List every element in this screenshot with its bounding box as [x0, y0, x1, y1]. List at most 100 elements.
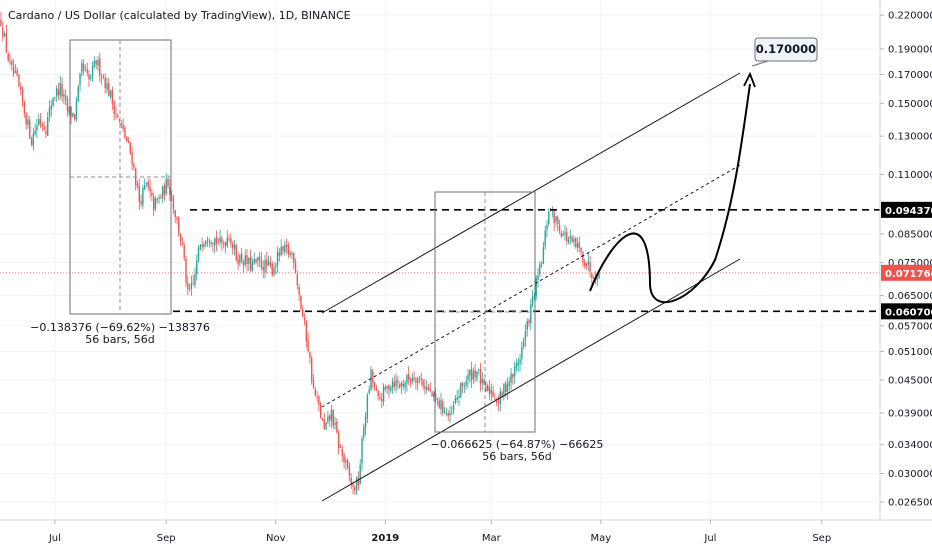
candle-body	[14, 71, 17, 73]
candle-body	[294, 262, 297, 273]
candle-body	[575, 237, 577, 248]
candle-body	[323, 419, 325, 430]
candle-body	[416, 377, 419, 384]
candle-body	[45, 130, 47, 135]
candle-body	[357, 477, 360, 486]
candle-body	[244, 255, 246, 265]
candle-body	[336, 421, 338, 433]
candle-body	[449, 413, 451, 416]
candle-body	[337, 432, 340, 449]
candle-body	[113, 101, 115, 114]
candle-body	[406, 374, 408, 384]
candle-body	[9, 61, 11, 63]
candle-body	[221, 238, 223, 243]
candle-body	[382, 386, 385, 402]
candle-body	[372, 371, 374, 383]
candle-body	[267, 261, 270, 266]
candle-body	[90, 76, 92, 79]
candle-body	[117, 115, 119, 118]
candle-body	[63, 94, 65, 97]
candle-body	[280, 246, 282, 256]
candle-body	[140, 200, 142, 204]
candle-body	[321, 418, 324, 421]
candle-body	[165, 179, 167, 194]
candle-body	[591, 273, 593, 279]
candle-body	[481, 378, 484, 383]
candle-body	[553, 209, 555, 223]
candle-body	[558, 225, 561, 232]
time-tick-label: Jul	[703, 533, 716, 544]
candle-body	[585, 263, 588, 267]
candle-body	[11, 61, 13, 66]
time-axis[interactable]: Jul Sep Nov 2019 Mar May Jul Sep	[0, 519, 932, 544]
candle-body	[319, 403, 322, 418]
candle-body	[465, 381, 467, 386]
candle-body	[257, 256, 259, 261]
candle-body	[50, 105, 52, 109]
candle-body	[210, 242, 212, 244]
candle-body	[240, 253, 243, 262]
candle-body	[433, 392, 435, 397]
candle-body	[460, 382, 462, 397]
candle-body	[345, 460, 347, 463]
candle-body	[454, 398, 457, 404]
candle-body	[133, 163, 135, 168]
candle-body	[54, 97, 56, 98]
candle-body	[151, 192, 153, 196]
candle-body	[548, 211, 550, 225]
candle-body	[472, 371, 475, 380]
candle-body	[5, 32, 8, 53]
candle-body	[366, 394, 369, 419]
candle-body	[431, 392, 433, 397]
candle-body	[429, 388, 431, 391]
candle-body	[126, 136, 128, 142]
grid	[0, 0, 880, 520]
candle-body	[343, 454, 345, 462]
time-tick-label: 2019	[371, 533, 399, 544]
candle-body	[370, 369, 372, 391]
candle-body	[264, 260, 266, 272]
candle-body	[494, 398, 496, 400]
candle-body	[246, 255, 248, 264]
candle-body	[16, 70, 18, 76]
candle-body	[404, 383, 406, 388]
candle-body	[167, 178, 169, 187]
candle-body	[325, 422, 327, 430]
candle-body	[147, 181, 149, 188]
candle-body	[228, 238, 230, 240]
candle-body	[287, 245, 290, 255]
candle-body	[36, 125, 38, 131]
candle-body	[201, 244, 203, 247]
candle-body	[458, 396, 460, 399]
candle-body	[461, 383, 464, 386]
candle-body	[492, 391, 494, 398]
candle-body	[355, 477, 358, 491]
candle-body	[57, 89, 60, 95]
candle-body	[400, 382, 403, 387]
candle-body	[434, 393, 437, 401]
candle-body	[519, 359, 521, 364]
price-tick-label: 0.026500	[888, 497, 932, 508]
candle-body	[300, 296, 302, 309]
candle-body	[99, 58, 101, 76]
candle-body	[456, 397, 458, 400]
candle-body	[258, 256, 261, 261]
candle-body	[249, 256, 252, 271]
candle-body	[497, 401, 500, 404]
price-tick-label: 0.085000	[888, 229, 932, 240]
candle-body	[52, 98, 54, 107]
candle-body	[255, 258, 257, 263]
candle-body	[332, 409, 334, 426]
price-axis[interactable]: 0.220000 0.190000 0.170000 0.150000 0.130000…	[879, 0, 932, 520]
price-tick-label: 0.110000	[888, 170, 932, 181]
candle-body	[262, 267, 264, 271]
candle-body	[415, 379, 417, 383]
time-tick-label: Sep	[157, 533, 176, 544]
candle-body	[316, 397, 318, 398]
candle-body	[483, 378, 485, 385]
candle-body	[269, 261, 272, 265]
candle-body	[451, 411, 453, 413]
price-tick-label: 0.190000	[888, 44, 932, 55]
candle-body	[102, 76, 105, 78]
